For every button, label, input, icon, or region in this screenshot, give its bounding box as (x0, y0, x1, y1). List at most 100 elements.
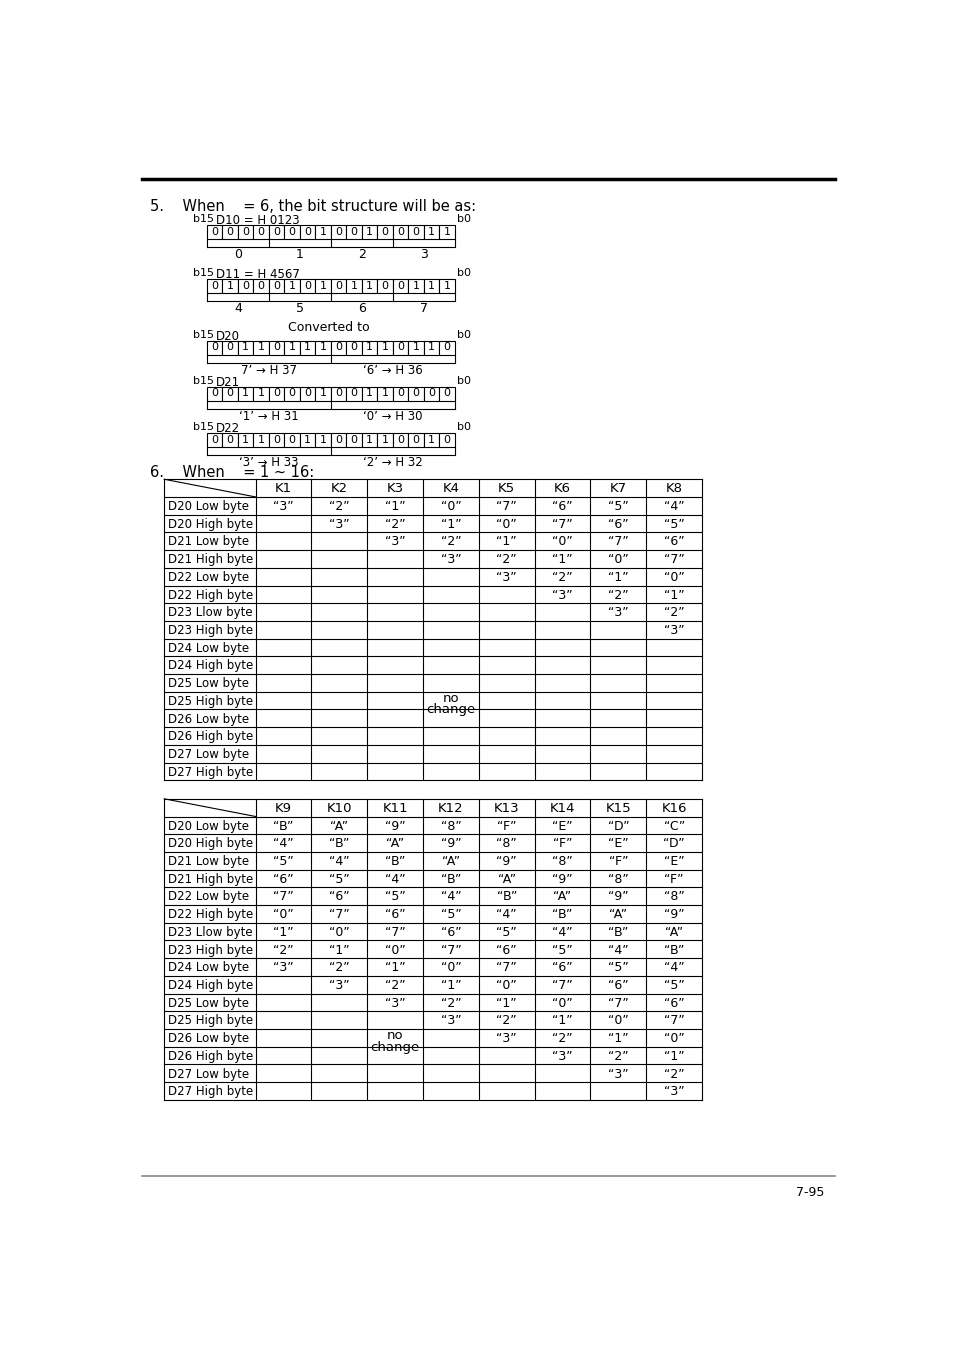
Text: “E”: “E” (663, 855, 683, 868)
Text: “5”: “5” (607, 961, 628, 975)
Text: “1”: “1” (607, 571, 628, 583)
Text: 0: 0 (288, 227, 295, 236)
Text: 0: 0 (335, 227, 342, 236)
Text: “6”: “6” (663, 996, 683, 1010)
Text: “5”: “5” (273, 855, 294, 868)
Text: “2”: “2” (440, 536, 461, 548)
Text: 5.    When    = 6, the bit structure will be as:: 5. When = 6, the bit structure will be a… (150, 198, 476, 213)
Text: “0”: “0” (496, 979, 517, 992)
Text: 1: 1 (319, 342, 326, 352)
Text: 0: 0 (273, 389, 280, 398)
Bar (439, 225, 455, 239)
Text: D23 High byte: D23 High byte (168, 624, 253, 637)
Text: 1: 1 (257, 342, 264, 352)
Text: “4”: “4” (496, 909, 517, 921)
Bar (269, 225, 284, 239)
Bar (315, 279, 331, 293)
Bar (346, 225, 361, 239)
Text: 1: 1 (366, 435, 373, 444)
Text: “4”: “4” (273, 837, 294, 850)
Text: “7”: “7” (552, 979, 573, 992)
Text: K14: K14 (549, 802, 575, 815)
Text: “1”: “1” (663, 1050, 683, 1062)
Bar (253, 387, 269, 401)
Bar (237, 340, 253, 355)
Text: “A”: “A” (441, 855, 459, 868)
Text: “1”: “1” (552, 554, 572, 566)
Bar (439, 279, 455, 293)
Text: D21 Low byte: D21 Low byte (168, 536, 249, 548)
Text: “0”: “0” (552, 536, 573, 548)
Text: 0: 0 (396, 342, 404, 352)
Text: “3”: “3” (384, 536, 405, 548)
Text: D24 Low byte: D24 Low byte (168, 961, 249, 975)
Text: 7-95: 7-95 (796, 1187, 823, 1199)
Text: 0: 0 (273, 281, 280, 290)
Bar (269, 387, 284, 401)
Bar (361, 387, 377, 401)
Text: 0: 0 (288, 435, 295, 444)
Bar (346, 433, 361, 447)
Text: “7”: “7” (496, 961, 517, 975)
Text: b15: b15 (193, 269, 213, 278)
Text: 0: 0 (233, 248, 241, 262)
Text: D25 High byte: D25 High byte (168, 1014, 253, 1027)
Text: 0: 0 (350, 389, 357, 398)
Text: “5”: “5” (384, 891, 405, 903)
Text: 1: 1 (319, 389, 326, 398)
Text: K7: K7 (609, 482, 626, 495)
Bar (284, 279, 299, 293)
Text: 0: 0 (335, 435, 342, 444)
Bar (423, 225, 439, 239)
Text: “F”: “F” (663, 872, 683, 886)
Bar (393, 433, 408, 447)
Text: b15: b15 (193, 329, 213, 340)
Text: 1: 1 (257, 435, 264, 444)
Text: 0: 0 (350, 435, 357, 444)
Bar (284, 433, 299, 447)
Text: 1: 1 (428, 342, 435, 352)
Text: “0”: “0” (607, 554, 628, 566)
Bar (439, 340, 455, 355)
Text: 1: 1 (319, 227, 326, 236)
Text: “6”: “6” (273, 872, 294, 886)
Bar (408, 225, 423, 239)
Bar (237, 279, 253, 293)
Text: D23 High byte: D23 High byte (168, 944, 253, 957)
Text: ‘3’ → H 33: ‘3’ → H 33 (239, 456, 298, 470)
Text: D24 High byte: D24 High byte (168, 659, 253, 672)
Text: “7”: “7” (607, 996, 628, 1010)
Bar (361, 225, 377, 239)
Bar (331, 387, 346, 401)
Text: D22 Low byte: D22 Low byte (168, 571, 249, 583)
Text: D20 Low byte: D20 Low byte (168, 819, 249, 833)
Bar (284, 387, 299, 401)
Bar (315, 387, 331, 401)
Text: 1: 1 (381, 342, 388, 352)
Text: “8”: “8” (663, 891, 684, 903)
Text: D22 Low byte: D22 Low byte (168, 891, 249, 903)
Text: K8: K8 (665, 482, 682, 495)
Text: b15: b15 (193, 215, 213, 224)
Bar (299, 279, 315, 293)
Bar (423, 433, 439, 447)
Text: b15: b15 (193, 423, 213, 432)
Text: K3: K3 (386, 482, 403, 495)
Text: “2”: “2” (273, 944, 294, 957)
Text: “7”: “7” (384, 926, 405, 938)
Bar (377, 433, 393, 447)
Text: 0: 0 (335, 281, 342, 290)
Text: “3”: “3” (663, 1085, 683, 1099)
Text: 0: 0 (257, 227, 264, 236)
Bar (408, 279, 423, 293)
Bar (284, 340, 299, 355)
Text: D27 Low byte: D27 Low byte (168, 1068, 249, 1080)
Text: 4: 4 (233, 302, 241, 315)
Bar (361, 340, 377, 355)
Text: “3”: “3” (440, 554, 461, 566)
Text: “3”: “3” (607, 1068, 628, 1080)
Text: “3”: “3” (329, 518, 350, 531)
Text: 1: 1 (366, 227, 373, 236)
Text: “7”: “7” (663, 1014, 684, 1027)
Text: “1”: “1” (607, 1033, 628, 1045)
